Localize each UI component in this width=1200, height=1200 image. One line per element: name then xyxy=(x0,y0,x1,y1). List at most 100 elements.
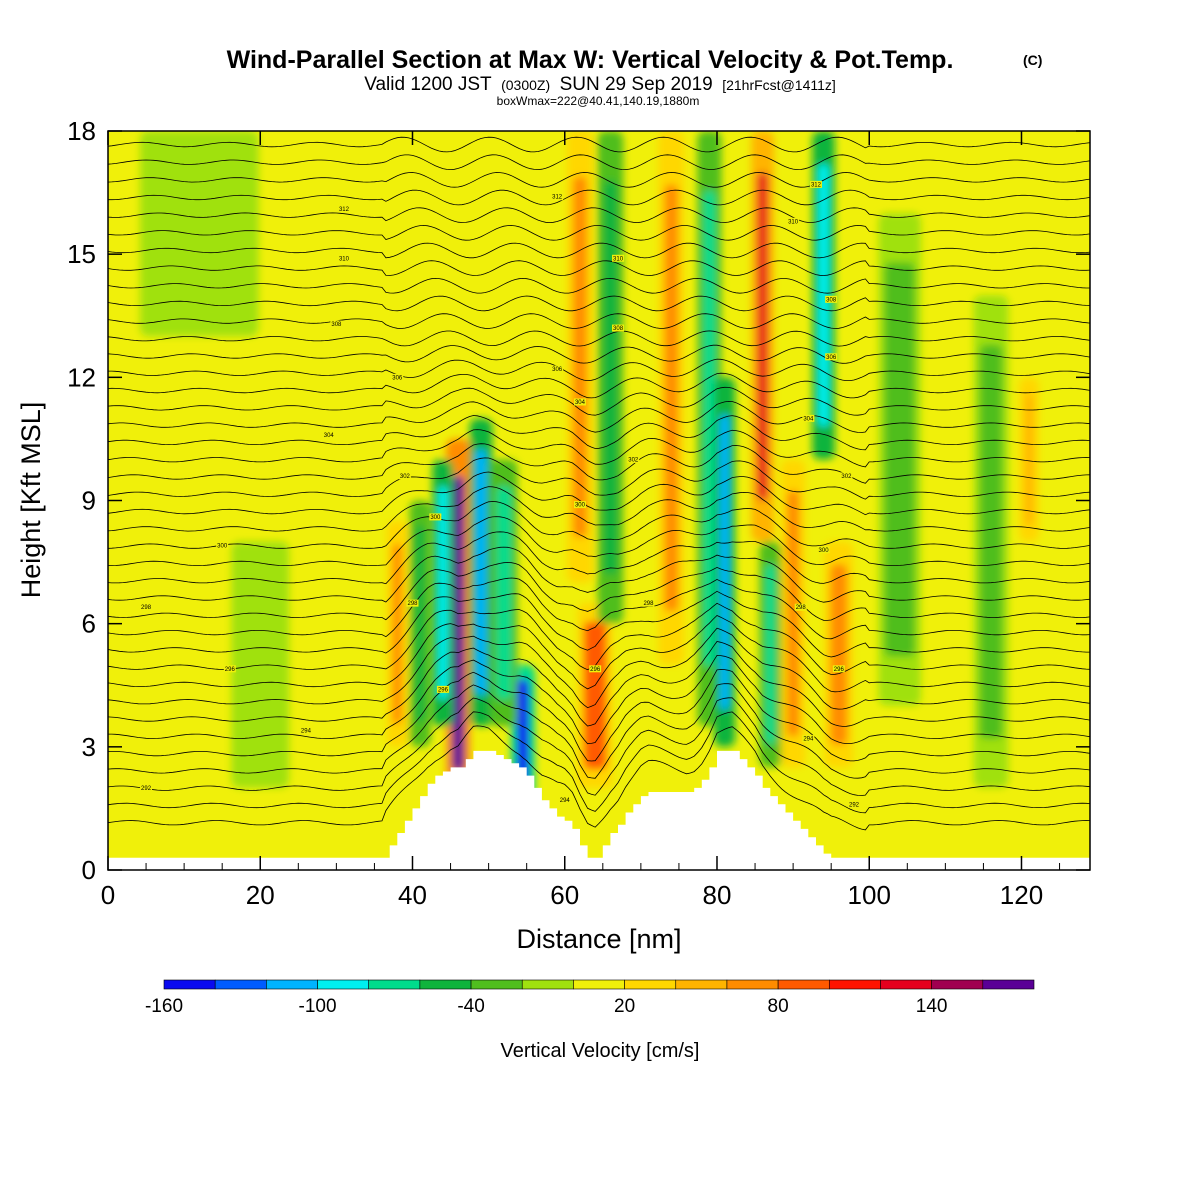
contour-label-16: 300 xyxy=(575,503,586,509)
plot-area: 292 294 296 298 300 304 306 308 310 312 312 310 308 3… xyxy=(108,131,1090,870)
contour-label-bg-30 xyxy=(848,800,861,808)
y-tick-label-6: 18 xyxy=(67,116,96,146)
velocity-feature-15 xyxy=(787,490,800,737)
theta-contour-5 xyxy=(108,654,1090,745)
velocity-feature-22 xyxy=(979,344,1003,739)
theta-contour-1 xyxy=(108,711,1090,814)
contour-label-bg-21 xyxy=(809,180,822,188)
contour-label-bg-11 xyxy=(612,254,625,262)
velocity-feature-17 xyxy=(830,564,848,745)
colorbar-swatch-7 xyxy=(521,979,574,990)
x-axis-title: Distance [nm] xyxy=(516,924,681,954)
colorbar-tick-label-5: 140 xyxy=(916,996,948,1017)
theta-contour-35 xyxy=(108,207,1090,224)
theta-contour-24 xyxy=(108,386,1090,416)
contour-label-bg-8 xyxy=(337,254,350,262)
velocity-feature-12 xyxy=(720,414,730,710)
contour-label-15: 302 xyxy=(628,457,639,463)
colorbar-tick-label-3: 20 xyxy=(614,996,635,1017)
contour-label-34: 296 xyxy=(438,687,449,693)
velocity-feature-7 xyxy=(583,621,607,770)
box-info: boxWmax=222@40.41,140.19,1880m xyxy=(497,94,700,108)
y-tick-label-5: 15 xyxy=(67,239,96,269)
colorbar-title: Vertical Velocity [cm/s] xyxy=(501,1040,700,1062)
contour-label-3: 298 xyxy=(141,605,152,611)
contour-label-7: 308 xyxy=(331,322,342,328)
theta-contour-11 xyxy=(108,577,1090,640)
terrain-mask xyxy=(108,750,1090,870)
colorbar-tick-label-2: -40 xyxy=(457,996,484,1017)
contour-label-20: 310 xyxy=(788,219,799,225)
contour-label-18: 296 xyxy=(590,667,601,673)
valid-prefix: Valid 1200 JST xyxy=(364,74,492,95)
velocity-feature-6 xyxy=(415,525,425,723)
velocity-feature-10 xyxy=(664,184,679,612)
theta-contour-16 xyxy=(108,501,1090,549)
contour-label-25: 302 xyxy=(841,474,852,480)
contour-label-bg-34 xyxy=(436,685,449,693)
contour-label-bg-27 xyxy=(794,603,807,611)
y-tick-label-3: 9 xyxy=(82,486,96,516)
y-axis: 0 3 6 9 12 15 18 xyxy=(67,116,1090,885)
contour-label-bg-1 xyxy=(299,726,312,734)
contour-label-2: 296 xyxy=(225,667,236,673)
theta-contour-29 xyxy=(108,313,1090,329)
contour-label-bg-10 xyxy=(551,193,564,201)
theta-contour-36 xyxy=(108,189,1090,206)
theta-contour-25 xyxy=(108,372,1090,399)
contour-label-bg-3 xyxy=(140,603,153,611)
theta-contour-23 xyxy=(108,400,1090,433)
contour-label-11: 310 xyxy=(613,256,624,262)
theta-contour-8 xyxy=(108,615,1090,693)
contour-label-bg-23 xyxy=(825,353,838,361)
x-tick-label-1: 20 xyxy=(246,880,275,910)
y-axis-title: Height [Kft MSL] xyxy=(16,402,46,599)
contour-label-bg-9 xyxy=(337,205,350,213)
velocity-feature-11 xyxy=(703,190,716,667)
colorbar-swatch-3 xyxy=(317,979,370,990)
theta-contour-labels: 292 294 296 298 300 304 306 308 310 312 312 310 308 3… xyxy=(140,180,861,808)
contour-label-21: 312 xyxy=(811,182,822,188)
contour-label-5: 304 xyxy=(324,433,335,439)
velocity-feature-4 xyxy=(496,486,512,700)
contour-label-bg-20 xyxy=(787,217,800,225)
theta-contour-13 xyxy=(108,546,1090,603)
forecast-info: [21hrFcst@1411z] xyxy=(722,77,836,93)
velocity-feature-18 xyxy=(1025,393,1033,526)
colorbar-tick-label-1: -100 xyxy=(299,996,337,1017)
contour-label-bg-17 xyxy=(642,599,655,607)
theta-contour-18 xyxy=(108,471,1090,516)
theta-contour-2 xyxy=(108,697,1090,796)
x-tick-label-2: 40 xyxy=(398,880,427,910)
valid-time-line: Valid 1200 JST (0300Z) SUN 29 Sep 2019 [… xyxy=(364,74,836,95)
x-tick-label-6: 120 xyxy=(1000,880,1043,910)
colorbar: -160 -100 -40 20 80 140 xyxy=(145,979,1035,1017)
contour-label-bg-18 xyxy=(589,665,602,673)
contour-label-bg-31 xyxy=(398,472,411,480)
contour-label-32: 300 xyxy=(430,515,441,521)
y-tick-label-1: 3 xyxy=(82,732,96,762)
theta-contour-20 xyxy=(108,443,1090,484)
contour-label-bg-26 xyxy=(817,546,830,554)
contour-label-8: 310 xyxy=(339,256,350,262)
contour-label-bg-28 xyxy=(832,665,845,673)
contour-label-0: 292 xyxy=(141,786,152,792)
contour-label-10: 312 xyxy=(552,195,563,201)
colorbar-swatch-9 xyxy=(624,979,677,990)
contour-label-33: 298 xyxy=(407,601,418,607)
contour-label-bg-12 xyxy=(612,324,625,332)
contour-label-bg-24 xyxy=(802,414,815,422)
velocity-feature-5 xyxy=(392,543,402,725)
x-axis: 0 20 40 60 80 100 120 xyxy=(101,131,1061,910)
contour-label-bg-19 xyxy=(558,796,571,804)
theta-contour-19 xyxy=(108,457,1090,500)
theta-contours xyxy=(108,136,1090,831)
colorbar-swatch-15 xyxy=(931,979,984,990)
x-tick-label-0: 0 xyxy=(101,880,115,910)
colorbar-tick-label-0: -160 xyxy=(145,996,183,1017)
y-tick-label-2: 6 xyxy=(82,609,96,639)
theta-contour-14 xyxy=(108,531,1090,585)
contour-label-13: 306 xyxy=(552,367,563,373)
contour-label-22: 308 xyxy=(826,297,837,303)
velocity-feature-21 xyxy=(884,262,915,657)
